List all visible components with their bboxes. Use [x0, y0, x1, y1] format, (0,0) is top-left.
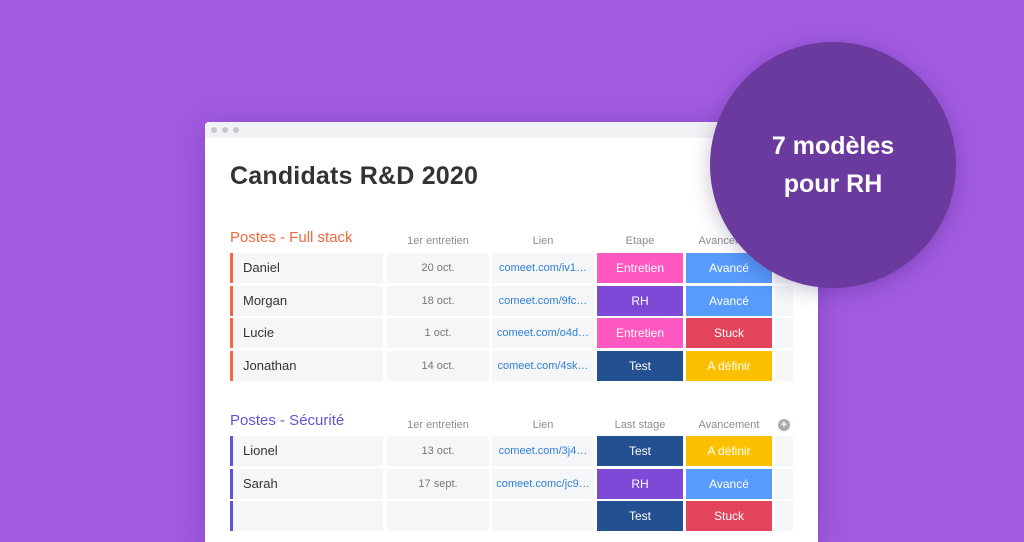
candidate-name[interactable]: [230, 501, 383, 531]
group-title-full-stack[interactable]: Postes - Full stack: [230, 229, 353, 246]
candidate-name[interactable]: Morgan: [230, 285, 383, 316]
group-title-securite[interactable]: Postes - Sécurité: [230, 412, 345, 429]
badge-line-1: 7 modèles: [771, 132, 895, 160]
extra-cell[interactable]: [775, 350, 793, 381]
candidate-name[interactable]: Lionel: [230, 436, 383, 466]
window-titlebar: [205, 122, 818, 138]
progress-status-label[interactable]: Avancé: [686, 285, 772, 316]
extra-cell[interactable]: [775, 285, 793, 316]
progress-status-label[interactable]: Stuck: [686, 501, 772, 531]
stage-status-label[interactable]: Entretien: [597, 253, 683, 283]
stage-status-label[interactable]: Entretien: [597, 318, 683, 348]
candidate-name[interactable]: Sarah: [230, 468, 383, 499]
stage-status-label[interactable]: Test: [597, 350, 683, 381]
stage-status-label[interactable]: RH: [597, 468, 683, 499]
promo-badge: 7 modèles pour RH: [710, 42, 956, 288]
interview-date[interactable]: 1 oct.: [387, 318, 489, 348]
link-cell[interactable]: [492, 501, 594, 531]
window-dot-icon[interactable]: [233, 127, 239, 133]
column-header-date[interactable]: 1er entretien: [407, 419, 469, 431]
link-cell[interactable]: comeet.com/3j4…: [492, 436, 594, 466]
link-cell[interactable]: comeet.com/9fc…: [492, 285, 594, 316]
candidate-name[interactable]: Daniel: [230, 253, 383, 283]
window-dot-icon[interactable]: [211, 127, 217, 133]
stage-status-label[interactable]: Test: [597, 501, 683, 531]
interview-date[interactable]: 20 oct.: [387, 253, 489, 283]
table-row[interactable]: Lionel 13 oct. comeet.com/3j4… Test A défini…: [230, 436, 795, 466]
badge-line-2: pour RH: [783, 170, 883, 198]
extra-cell[interactable]: [775, 318, 793, 348]
extra-cell[interactable]: [775, 436, 793, 466]
progress-status-label[interactable]: A définir: [686, 350, 772, 381]
column-header-link[interactable]: Lien: [532, 419, 554, 431]
interview-date[interactable]: 14 oct.: [387, 350, 489, 381]
add-column-icon[interactable]: +: [778, 419, 790, 431]
window-dot-icon[interactable]: [222, 127, 228, 133]
column-header-stage[interactable]: Etape: [625, 235, 655, 247]
link-cell[interactable]: comeet.com/o4d…: [492, 318, 594, 348]
candidate-name[interactable]: Lucie: [230, 318, 383, 348]
interview-date[interactable]: 17 sept.: [387, 468, 489, 499]
extra-cell[interactable]: [775, 501, 793, 531]
table-row[interactable]: Test Stuck: [230, 501, 795, 531]
extra-cell[interactable]: [775, 468, 793, 499]
link-cell[interactable]: comeet.comc/jc9…: [492, 468, 594, 499]
candidate-name[interactable]: Jonathan: [230, 350, 383, 381]
column-header-status[interactable]: Avancement: [698, 419, 760, 431]
table-row[interactable]: Morgan 18 oct. comeet.com/9fc… RH Avancé: [230, 285, 795, 316]
table-row[interactable]: Daniel 20 oct. comeet.com/iv1… Entretien Ava…: [230, 253, 795, 283]
table-row[interactable]: Lucie 1 oct. comeet.com/o4d… Entretien Stuck: [230, 318, 795, 348]
link-cell[interactable]: comeet.com/4sk…: [492, 350, 594, 381]
stage-status-label[interactable]: RH: [597, 285, 683, 316]
table-row[interactable]: Sarah 17 sept. comeet.comc/jc9… RH Avancé: [230, 468, 795, 499]
progress-status-label[interactable]: A définir: [686, 436, 772, 466]
interview-date[interactable]: [387, 501, 489, 531]
link-cell[interactable]: comeet.com/iv1…: [492, 253, 594, 283]
interview-date[interactable]: 13 oct.: [387, 436, 489, 466]
column-header-stage[interactable]: Last stage: [614, 419, 666, 431]
table-row[interactable]: Jonathan 14 oct. comeet.com/4sk… Test A défi…: [230, 350, 795, 381]
page-title: Candidats R&D 2020: [230, 162, 479, 190]
interview-date[interactable]: 18 oct.: [387, 285, 489, 316]
stage-status-label[interactable]: Test: [597, 436, 683, 466]
column-header-date[interactable]: 1er entretien: [407, 235, 469, 247]
column-header-link[interactable]: Lien: [532, 235, 554, 247]
progress-status-label[interactable]: Stuck: [686, 318, 772, 348]
progress-status-label[interactable]: Avancé: [686, 468, 772, 499]
